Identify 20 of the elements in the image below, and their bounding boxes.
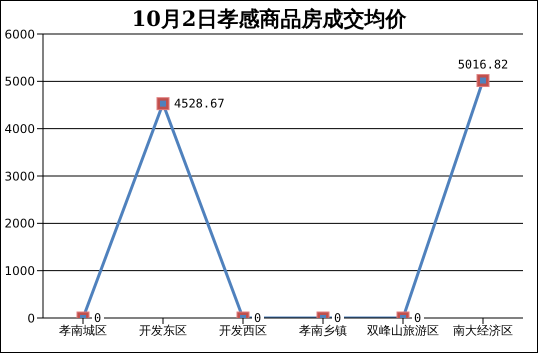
y-tick-label: 4000 bbox=[4, 122, 35, 136]
x-tick-label: 开发西区 bbox=[219, 324, 267, 338]
y-tick-label: 2000 bbox=[4, 216, 35, 231]
x-tick-label: 双峰山旅游区 bbox=[367, 324, 439, 338]
text: 0 bbox=[414, 311, 422, 325]
y-tick-label: 5000 bbox=[4, 74, 35, 89]
text: 0 bbox=[94, 311, 102, 325]
x-tick-label: 孝南乡镇 bbox=[299, 324, 347, 338]
chart-title: 10月2日孝感商品房成交均价 bbox=[132, 6, 406, 31]
text: 0 bbox=[254, 311, 262, 325]
x-tick-label: 开发东区 bbox=[139, 324, 187, 338]
x-tick-label: 南大经济区 bbox=[453, 324, 513, 338]
y-tick-label: 3000 bbox=[4, 169, 35, 184]
x-tick-label: 孝南城区 bbox=[59, 324, 107, 338]
text: 4528.67 bbox=[174, 96, 225, 111]
text: 0 bbox=[334, 311, 342, 325]
y-tick-label: 0 bbox=[27, 311, 35, 326]
text: 5016.82 bbox=[458, 58, 508, 72]
y-tick-label: 1000 bbox=[4, 264, 35, 278]
y-tick-label: 6000 bbox=[4, 27, 35, 42]
